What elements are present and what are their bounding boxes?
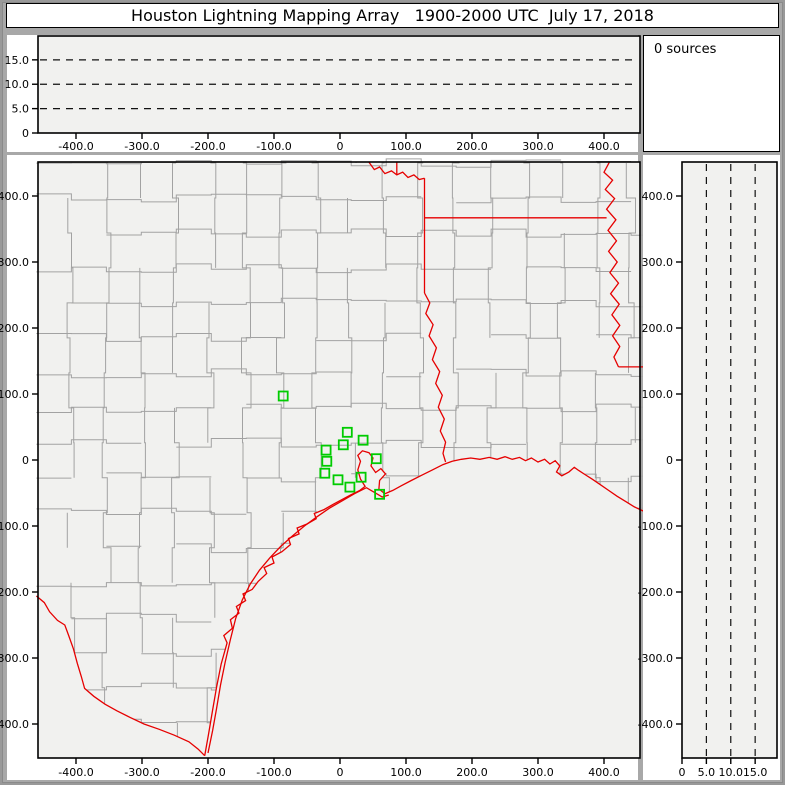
plan-view-map-panel[interactable]: 400.0 300.0 200.0 100.0 0 -100.0 -200.0 -300.0 -… [0,155,647,780]
altitude-ew-panel[interactable]: 0 5.0 10.0 15.0 -400.0 -300.0 -200.0 -100.0 0 100… [5,35,641,153]
ns-tick-label: -400.0 [0,718,29,731]
lma-station-marker [355,471,367,483]
ns-tick-label: -100.0 [638,520,673,533]
lma-station-marker [321,455,333,467]
lma-station-marker [337,439,349,451]
ew-tick-label: -300.0 [124,766,159,779]
lma-station-marker [341,426,353,438]
ew-tick-label: -400.0 [58,140,93,153]
altitude-tick-label: 15.0 [5,54,30,67]
ew-tick-label: -200.0 [190,766,225,779]
ew-tick-label: 300.0 [522,140,554,153]
ns-tick-label: -300.0 [638,652,673,665]
altitude-ns-plot-area[interactable] [681,161,778,759]
altitude-tick-label: 5.0 [12,103,30,116]
ns-tick-label: -400.0 [638,718,673,731]
map-plot-background[interactable] [38,162,640,758]
sources-count-label: 0 sources [654,42,717,57]
ew-tick-label: -200.0 [190,140,225,153]
ns-tick-label: -300.0 [0,652,29,665]
ew-tick-label: 300.0 [522,766,554,779]
mississippi-river-border [603,161,621,368]
ns-tick-label: 300.0 [642,256,674,269]
ns-tick-label: 300.0 [0,256,29,269]
ns-tick-label: 100.0 [642,388,674,401]
map-axis-ticks: 400.0 300.0 200.0 100.0 0 -100.0 -200.0 -300.0 -… [0,190,620,779]
altitude-tick-label: 10.0 [5,78,30,91]
ew-tick-label: 100.0 [390,766,422,779]
lma-station-marker [357,434,369,446]
lma-station-marker [332,474,344,486]
ns-tick-label: 100.0 [0,388,29,401]
ns-tick-label: 400.0 [0,190,29,203]
altitude-ns-plot[interactable]: 400.0 300.0 200.0 100.0 0 -100.0 -200.0 -300.0 -… [638,155,780,780]
rio-grande-border [35,595,206,757]
lma-station-marker [374,488,386,500]
ew-tick-label: 0 [337,766,344,779]
ew-tick-label: 200.0 [456,766,488,779]
sources-count-panel: 0 sources [643,35,780,152]
red-river-border [368,161,425,181]
altitude-ns-panel[interactable]: 400.0 300.0 200.0 100.0 0 -100.0 -200.0 -300.0 -… [638,155,780,780]
plan-view-map-plot[interactable]: 400.0 300.0 200.0 100.0 0 -100.0 -200.0 -300.0 -… [0,155,647,780]
ew-tick-label: -100.0 [256,766,291,779]
lma-station-marker [320,444,332,456]
barrier-island-coastline [207,486,389,754]
ew-tick-label: -300.0 [124,140,159,153]
ew-tick-label: 400.0 [588,766,620,779]
ns-tick-label: 0 [666,454,673,467]
lma-station-markers [277,390,386,500]
window-title: Houston Lightning Mapping Array 1900-200… [131,6,654,25]
altitude-tick-label: 15.0 [743,766,768,779]
ew-tick-label: -100.0 [256,140,291,153]
gulf-coastline [204,450,645,756]
altitude-tick-label: 5.0 [698,766,716,779]
altitude-tick-label: 0 [679,766,686,779]
altitude-ns-axis-ticks: 400.0 300.0 200.0 100.0 0 -100.0 -200.0 -300.0 -… [638,190,768,779]
altitude-ew-axis-ticks: 0 5.0 10.0 15.0 -400.0 -300.0 -200.0 -100.0 0 100… [5,54,620,153]
ns-tick-label: -200.0 [0,586,29,599]
state-borders-and-coastline [35,161,647,757]
ns-tick-label: -200.0 [638,586,673,599]
ew-tick-label: 100.0 [390,140,422,153]
altitude-ew-plot[interactable]: 0 5.0 10.0 15.0 -400.0 -300.0 -200.0 -100.0 0 100… [5,35,641,153]
ns-tick-label: 200.0 [642,322,674,335]
ew-tick-label: 0 [337,140,344,153]
ns-tick-label: 0 [22,454,29,467]
title-bar: Houston Lightning Mapping Array 1900-200… [6,3,779,28]
lma-station-marker [277,390,289,402]
ns-tick-label: 400.0 [642,190,674,203]
ns-tick-label: 200.0 [0,322,29,335]
lma-station-marker [344,481,356,493]
lma-station-marker [370,453,382,465]
ns-tick-label: -100.0 [0,520,29,533]
ew-tick-label: 200.0 [456,140,488,153]
altitude-gridlines [40,59,638,110]
altitude-tick-label: 0 [22,127,29,140]
ew-tick-label: 400.0 [588,140,620,153]
altitude-tick-label: 10.0 [719,766,744,779]
ew-tick-label: -400.0 [58,766,93,779]
sabine-river-border [423,292,447,463]
lma-station-marker [319,467,331,479]
